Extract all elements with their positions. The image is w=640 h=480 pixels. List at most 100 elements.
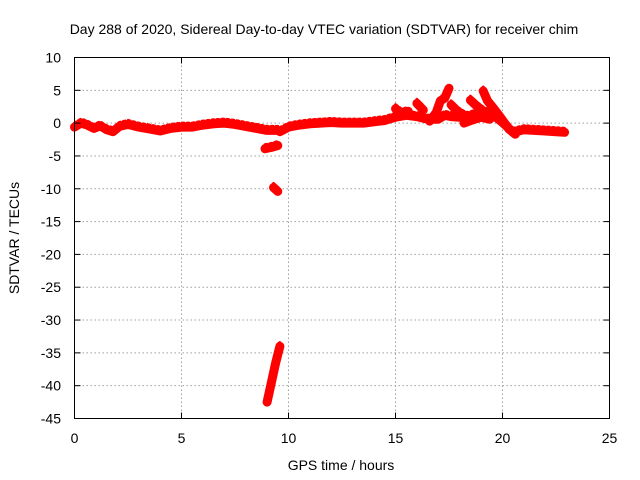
data-point (156, 127, 164, 135)
y-tick-label: -45 (41, 411, 61, 427)
data-point (268, 379, 275, 386)
data-point (231, 121, 239, 128)
data-point (370, 118, 378, 126)
data-point (135, 123, 142, 131)
gridlines (74, 57, 610, 419)
data-point (460, 112, 468, 119)
x-tick-label: 15 (388, 430, 404, 446)
data-point (490, 105, 498, 112)
data-band-11 (459, 112, 495, 128)
data-point (261, 145, 269, 152)
y-tick-label: -5 (49, 148, 62, 164)
x-tick-label: 0 (71, 430, 79, 446)
data-point (505, 125, 513, 133)
data-point (447, 113, 455, 120)
data-jitter-4 (278, 105, 567, 130)
data-point (480, 87, 487, 95)
data-point (221, 119, 228, 127)
data-point (381, 117, 388, 124)
y-tick-label: -40 (41, 378, 61, 394)
data-point (441, 112, 448, 119)
data-jitter-9 (468, 94, 496, 115)
data-point (276, 343, 284, 350)
data-point (124, 121, 132, 128)
data-point (405, 108, 412, 115)
data-point (360, 119, 367, 127)
data-jitter-3 (265, 340, 282, 400)
chart-title: Day 288 of 2020, Sidereal Day-to-day VTE… (70, 21, 579, 37)
plot-frame (74, 57, 610, 419)
data-point (263, 127, 271, 134)
data-point (306, 120, 314, 128)
axis-ticks (74, 57, 610, 419)
data-jitter-1 (263, 140, 280, 147)
data-point (426, 118, 433, 125)
y-tick-label: -25 (41, 279, 61, 295)
data-point (189, 123, 196, 131)
y-tick-label: -30 (41, 312, 61, 328)
data-point (445, 85, 453, 92)
y-axis-tick-labels: 10 5 0 -5 -10 -15 -20 -25 -30 -35 -40 -45 (41, 50, 61, 427)
data-point (467, 97, 474, 104)
y-tick-label: 0 (53, 115, 61, 131)
data-point (97, 122, 104, 129)
data-point (477, 114, 485, 121)
data-point (317, 119, 324, 127)
data-point (413, 113, 421, 120)
y-tick-label: -15 (41, 214, 61, 230)
data-point (274, 188, 281, 195)
data-point (242, 123, 249, 130)
data-point (477, 106, 485, 113)
y-tick-label: 5 (53, 82, 61, 98)
data-point (469, 116, 476, 124)
data-point (433, 109, 440, 116)
x-tick-label: 25 (602, 430, 618, 446)
y-tick-label: 10 (45, 50, 61, 66)
y-tick-label: -20 (41, 246, 61, 262)
data-point (460, 119, 468, 127)
data-point (90, 125, 98, 132)
x-axis-tick-labels: 0 5 10 15 20 25 (71, 430, 618, 446)
data-point (531, 127, 538, 134)
data-point (268, 144, 275, 151)
data-point (447, 101, 455, 109)
data-jitter-10 (481, 85, 517, 132)
data-point (497, 114, 504, 121)
x-tick-label: 10 (281, 430, 297, 446)
data-point (103, 126, 110, 133)
x-axis-label: GPS time / hours (288, 457, 395, 473)
data-point (441, 95, 448, 102)
data-series (70, 82, 570, 407)
data-point (109, 128, 117, 135)
data-point (484, 97, 491, 105)
y-axis-label: SDTVAR / TECUs (6, 182, 22, 294)
data-jitter-11 (462, 111, 492, 121)
data-point (167, 125, 174, 132)
data-point (542, 127, 549, 135)
data-point (520, 126, 528, 133)
data-point (199, 121, 207, 129)
data-point (349, 119, 356, 127)
data-point (328, 119, 335, 126)
data-point (210, 120, 217, 128)
data-point (420, 106, 427, 114)
data-point (116, 123, 123, 130)
data-point (253, 125, 260, 132)
data-point (178, 123, 185, 131)
data-point (272, 359, 279, 366)
data-point (77, 119, 85, 127)
data-point (454, 108, 461, 115)
data-point (263, 398, 271, 406)
data-point (552, 128, 560, 135)
data-point (84, 121, 91, 129)
data-point (486, 116, 493, 123)
data-point (270, 184, 277, 191)
data-point (392, 105, 399, 112)
data-point (512, 131, 519, 138)
data-point (146, 125, 153, 133)
data-point (398, 110, 406, 117)
x-tick-label: 5 (178, 430, 186, 446)
data-point (296, 121, 303, 129)
y-tick-label: -35 (41, 345, 61, 361)
